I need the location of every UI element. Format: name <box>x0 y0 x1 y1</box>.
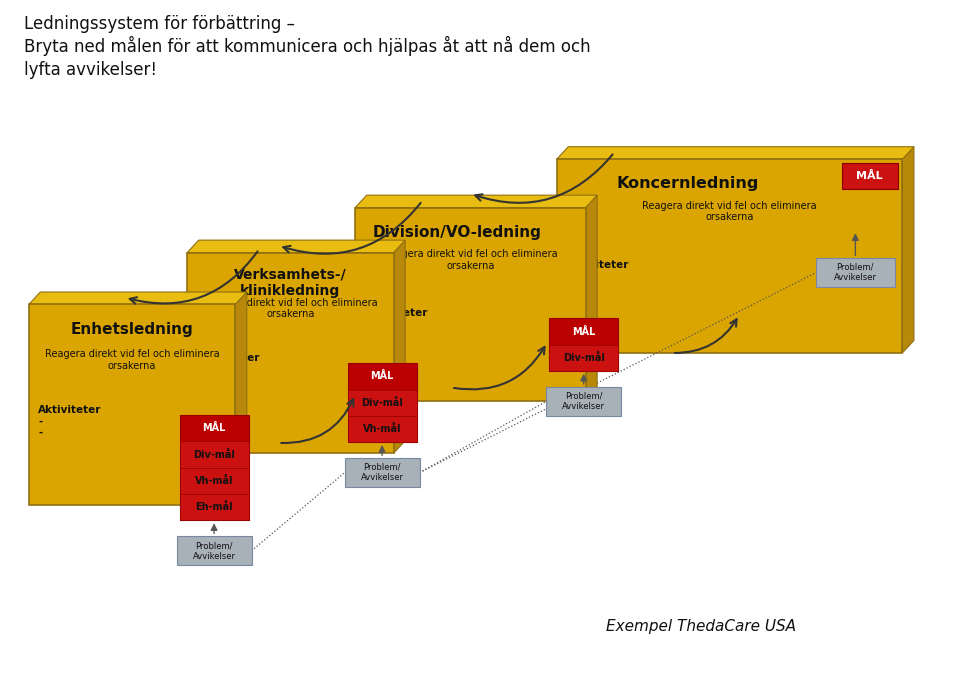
Text: Division/VO-ledning: Division/VO-ledning <box>372 225 541 240</box>
FancyBboxPatch shape <box>549 318 618 345</box>
FancyBboxPatch shape <box>180 468 249 494</box>
Text: Vh-mål: Vh-mål <box>363 424 401 434</box>
Text: MÅL: MÅL <box>856 171 883 181</box>
Text: Problem/
Avvikelser: Problem/ Avvikelser <box>563 392 605 411</box>
FancyBboxPatch shape <box>355 208 586 401</box>
Polygon shape <box>902 147 914 353</box>
FancyBboxPatch shape <box>348 363 417 390</box>
FancyBboxPatch shape <box>546 387 621 416</box>
Text: Bryta ned målen för att kommunicera och hjälpas åt att nå dem och: Bryta ned målen för att kommunicera och … <box>24 36 590 56</box>
Text: Eh-mål: Eh-mål <box>195 502 233 512</box>
Text: Div-mål: Div-mål <box>563 353 605 363</box>
FancyBboxPatch shape <box>842 163 898 189</box>
Polygon shape <box>29 292 247 304</box>
Text: Div-mål: Div-mål <box>361 398 403 408</box>
FancyBboxPatch shape <box>180 415 249 441</box>
Polygon shape <box>235 292 247 505</box>
Text: Verksamhets-/
klinikledning: Verksamhets-/ klinikledning <box>234 268 347 298</box>
Text: Vh-mål: Vh-mål <box>195 476 233 486</box>
FancyBboxPatch shape <box>816 258 895 287</box>
Text: Aktiviteter
-
-: Aktiviteter - - <box>38 405 102 438</box>
Text: Aktiviteter
-: Aktiviteter - <box>365 308 428 329</box>
Polygon shape <box>586 195 597 401</box>
FancyBboxPatch shape <box>29 304 235 505</box>
Text: MÅL: MÅL <box>203 424 226 433</box>
Text: Ledningssystem för förbättring –: Ledningssystem för förbättring – <box>24 15 295 33</box>
Text: Problem/
Avvikelser: Problem/ Avvikelser <box>193 541 235 561</box>
Text: Reagera direkt vid fel och eliminera
orsakerna: Reagera direkt vid fel och eliminera ors… <box>45 349 219 371</box>
Text: Aktiviteter
-: Aktiviteter - <box>566 260 630 281</box>
Text: lyfta avvikelser!: lyfta avvikelser! <box>24 61 157 79</box>
FancyBboxPatch shape <box>180 494 249 520</box>
Text: Problem/
Avvikelser: Problem/ Avvikelser <box>834 263 876 282</box>
Text: Koncernledning: Koncernledning <box>617 176 759 192</box>
Polygon shape <box>187 240 405 253</box>
Text: Div-mål: Div-mål <box>193 450 235 459</box>
FancyBboxPatch shape <box>549 345 618 371</box>
FancyBboxPatch shape <box>180 415 249 520</box>
Text: Problem/
Avvikelser: Problem/ Avvikelser <box>361 463 403 482</box>
Text: MÅL: MÅL <box>572 327 595 336</box>
Text: Reagera direkt vid fel och eliminera
orsakerna: Reagera direkt vid fel och eliminera ors… <box>204 298 377 319</box>
FancyBboxPatch shape <box>177 536 252 565</box>
Text: Aktiviteter
-: Aktiviteter - <box>197 353 260 374</box>
FancyBboxPatch shape <box>549 318 618 371</box>
Text: Reagera direkt vid fel och eliminera
orsakerna: Reagera direkt vid fel och eliminera ors… <box>383 249 558 271</box>
Text: Reagera direkt vid fel och eliminera
orsakerna: Reagera direkt vid fel och eliminera ors… <box>642 201 817 222</box>
Text: Enhetsledning: Enhetsledning <box>71 322 193 337</box>
Polygon shape <box>355 195 597 208</box>
FancyBboxPatch shape <box>345 458 420 487</box>
FancyBboxPatch shape <box>348 416 417 442</box>
FancyBboxPatch shape <box>180 441 249 468</box>
Text: Exempel ThedaCare USA: Exempel ThedaCare USA <box>606 619 796 634</box>
FancyBboxPatch shape <box>348 363 417 442</box>
Polygon shape <box>557 147 914 159</box>
Polygon shape <box>394 240 405 453</box>
Text: MÅL: MÅL <box>371 372 394 381</box>
FancyBboxPatch shape <box>187 253 394 453</box>
FancyBboxPatch shape <box>557 159 902 353</box>
FancyBboxPatch shape <box>348 390 417 416</box>
